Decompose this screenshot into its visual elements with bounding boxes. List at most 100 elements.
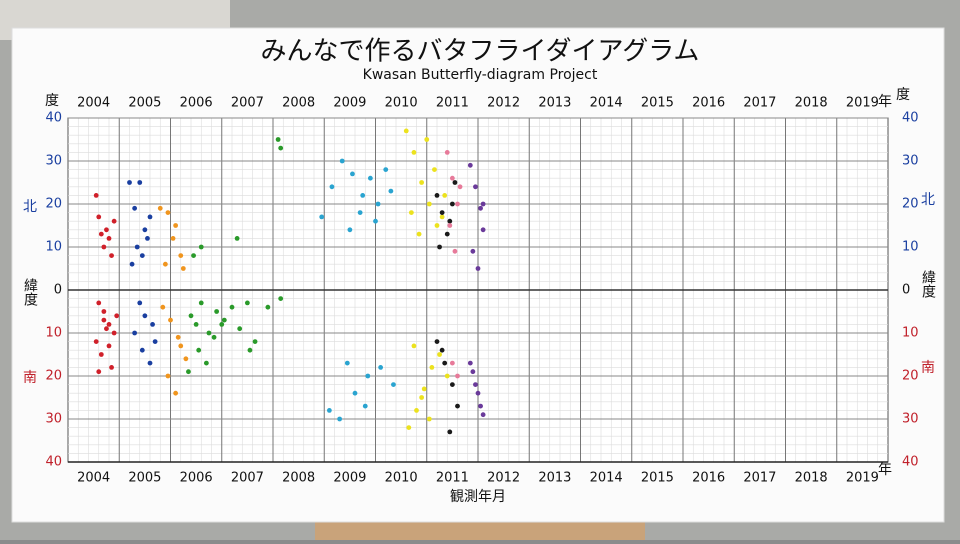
sunspot-dot <box>278 145 284 151</box>
y-tick-label-right: 40 <box>902 111 919 126</box>
sunspot-dot <box>139 253 145 258</box>
sunspot-dot <box>237 326 243 332</box>
sunspot-dot <box>198 244 204 250</box>
sunspot-dot <box>96 300 102 306</box>
sunspot-dot <box>111 218 117 224</box>
sunspot-dot <box>444 373 450 379</box>
sunspot-dot <box>444 150 450 155</box>
sunspot-dot <box>452 248 458 254</box>
x-tick-label-bottom: 2010 <box>385 471 418 486</box>
sunspot-dot <box>106 343 112 349</box>
sunspot-dot <box>357 210 363 216</box>
sunspot-dot <box>467 360 473 366</box>
sunspot-dot <box>127 180 132 185</box>
sunspot-dot <box>339 158 345 164</box>
sunspot-dot <box>378 365 384 370</box>
sunspot-dot <box>98 231 104 237</box>
sunspot-dot <box>173 390 179 396</box>
sunspot-dot <box>106 236 112 241</box>
sunspot-dot <box>447 218 453 224</box>
sunspot-dot <box>234 236 240 241</box>
sunspot-dot <box>344 360 350 366</box>
sunspot-dot <box>475 390 481 396</box>
sunspot-dot <box>432 167 437 173</box>
x-unit-bottom: 年 <box>878 462 892 478</box>
sunspot-dot <box>337 416 343 422</box>
x-tick-label-bottom: 2004 <box>77 471 110 486</box>
x-tick-label-top: 2008 <box>282 96 315 111</box>
x-tick-label-top: 2010 <box>385 96 418 111</box>
y-axis-label-left: 緯度 <box>22 278 38 306</box>
sunspot-dot <box>449 382 455 387</box>
x-tick-label-bottom: 2014 <box>590 471 623 486</box>
x-tick-label-bottom: 2019 <box>846 471 879 486</box>
sunspot-dot <box>442 193 448 198</box>
sunspot-dot <box>101 244 107 250</box>
sunspot-dot <box>419 180 425 185</box>
x-tick-label-top: 2006 <box>180 96 213 111</box>
sunspot-dot <box>219 322 225 327</box>
north-label-left: 北 <box>23 199 37 215</box>
subtitle: Kwasan Butterfly-diagram Project <box>363 67 598 83</box>
x-tick-label-bottom: 2006 <box>180 471 213 486</box>
sunspot-dot <box>183 356 189 362</box>
sunspot-dot <box>449 201 455 207</box>
y-tick-label-right: 40 <box>902 455 919 470</box>
sunspot-dot <box>193 322 199 327</box>
sunspot-dot <box>434 193 440 198</box>
sunspot-dot <box>419 395 425 400</box>
x-tick-label-top: 2013 <box>538 96 571 111</box>
y-tick-label-left: 10 <box>45 326 62 341</box>
sunspot-dot <box>326 408 332 413</box>
y-tick-label-left: 40 <box>45 111 62 126</box>
x-tick-label-top: 2014 <box>590 96 623 111</box>
sunspot-dot <box>137 180 143 185</box>
sunspot-dot <box>109 253 114 258</box>
sunspot-dot <box>347 227 353 233</box>
sunspot-dot <box>373 218 378 224</box>
sunspot-dot <box>352 390 358 396</box>
south-label-left: 南 <box>23 370 37 386</box>
x-tick-label-bottom: 2015 <box>641 471 674 486</box>
x-tick-label-bottom: 2018 <box>795 471 828 486</box>
x-tick-label-bottom: 2017 <box>743 471 776 486</box>
sunspot-dot <box>383 167 389 173</box>
sunspot-dot <box>437 244 442 250</box>
sunspot-dot <box>275 137 281 142</box>
sunspot-dot <box>203 360 209 366</box>
sunspot-dot <box>109 365 114 370</box>
sunspot-dot <box>375 201 381 207</box>
sunspot-dot <box>452 180 458 185</box>
y-axis-label-right: 緯度 <box>920 270 936 298</box>
x-axis-label: 観測年月 <box>450 488 506 505</box>
sunspot-dot <box>473 382 478 387</box>
sunspot-dot <box>196 347 202 353</box>
sunspot-dot <box>188 313 194 319</box>
sunspot-dot <box>134 244 140 250</box>
y-tick-label-right: 10 <box>902 326 919 341</box>
sunspot-dot <box>198 300 204 306</box>
x-tick-label-top: 2017 <box>743 96 776 111</box>
sunspot-dot <box>437 352 442 357</box>
sunspot-dot <box>173 223 179 228</box>
sunspot-dot <box>403 128 409 134</box>
y-tick-label-left: 10 <box>45 240 62 255</box>
sunspot-dot <box>221 317 227 323</box>
sunspot-dot <box>278 296 284 301</box>
sunspot-dot <box>104 227 109 233</box>
sunspot-dot <box>93 193 99 198</box>
sunspot-dot <box>145 236 150 241</box>
sunspot-dot <box>319 214 325 220</box>
x-tick-label-top: 2007 <box>231 96 264 111</box>
sunspot-dot <box>162 261 168 267</box>
y-tick-label-right: 10 <box>902 240 919 255</box>
sunspot-dot <box>180 266 186 271</box>
y-tick-label-left: 20 <box>45 369 62 384</box>
sunspot-dot <box>442 360 448 366</box>
x-tick-label-top: 2016 <box>692 96 725 111</box>
sunspot-dot <box>434 339 440 344</box>
sunspot-dot <box>480 201 486 207</box>
y-unit-right: 度 <box>896 87 910 103</box>
sunspot-dot <box>455 373 460 379</box>
sunspot-dot <box>470 369 476 375</box>
